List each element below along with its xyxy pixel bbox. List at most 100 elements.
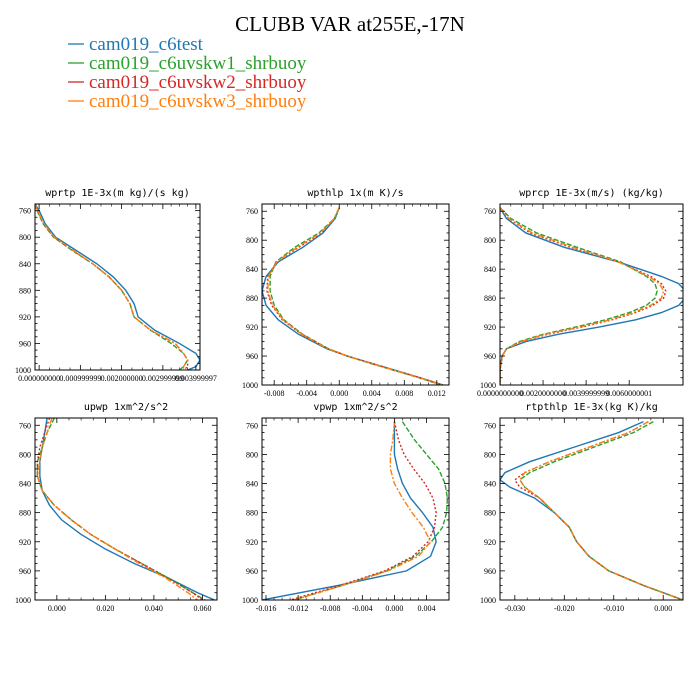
figure-title: CLUBB VAR at255E,-17N bbox=[235, 12, 465, 36]
y-tick-label: 840 bbox=[19, 260, 31, 269]
y-tick-label: 760 bbox=[484, 207, 496, 216]
x-tick-label: 0.002999999 bbox=[142, 374, 184, 383]
series-line-4 bbox=[293, 421, 432, 600]
panel-1: wprtp 1E-3x(m kg)/(s kg) 760 800 840 880 920 9… bbox=[15, 188, 217, 383]
legend-label: cam019_c6test bbox=[89, 34, 204, 55]
series-line-3 bbox=[513, 421, 683, 600]
series-line-1 bbox=[35, 204, 200, 370]
y-tick-label: 800 bbox=[19, 233, 31, 242]
y-tick-label: 760 bbox=[484, 421, 496, 430]
x-tick-label: -0.004 bbox=[352, 604, 373, 613]
series-line-3 bbox=[35, 204, 189, 370]
series-line-3 bbox=[36, 418, 203, 600]
x-tick-label: 0.000 bbox=[654, 604, 672, 613]
x-tick-label: -0.010 bbox=[603, 604, 624, 613]
x-tick-label: -0.030 bbox=[505, 604, 526, 613]
plot-frame bbox=[499, 203, 684, 386]
series-line-2 bbox=[36, 418, 206, 600]
plot-frame bbox=[261, 417, 450, 601]
x-tick-label: 0.003999997 bbox=[175, 374, 217, 383]
panel-5: vpwp 1xm^2/s^27608008408809209601000-0.0… bbox=[242, 402, 450, 613]
x-tick-label: 0.000999999 bbox=[59, 374, 101, 383]
y-tick-label: 880 bbox=[19, 286, 31, 295]
panel-4: upwp 1xm^2/s^2 760 800 840 880 920 960 1000 0.00… bbox=[15, 402, 218, 613]
y-tick-label: 960 bbox=[19, 339, 31, 348]
y-tick-label: 920 bbox=[484, 538, 496, 547]
plot-frame bbox=[499, 417, 684, 601]
y-tick-label: 1000 bbox=[242, 596, 258, 605]
y-tick-label: 840 bbox=[19, 480, 31, 489]
y-tick-label: 760 bbox=[19, 207, 31, 216]
y-tick-label: 800 bbox=[484, 236, 496, 245]
y-tick-label: 920 bbox=[484, 323, 496, 332]
y-tick-label: 800 bbox=[19, 450, 31, 459]
y-tick-label: 1000 bbox=[242, 381, 258, 390]
legend-label: cam019_c6uvskw3_shrbuoy bbox=[89, 91, 307, 112]
series-line-2 bbox=[500, 207, 658, 385]
panel-title: rtpthlp 1E-3x(kg K)/kg bbox=[525, 402, 657, 413]
y-tick-label: 880 bbox=[246, 509, 258, 518]
y-tick-label: 960 bbox=[484, 352, 496, 361]
y-tick-label: 1000 bbox=[480, 381, 496, 390]
x-tick-label: 0.020 bbox=[96, 604, 114, 613]
y-tick-label: 920 bbox=[246, 323, 258, 332]
panel-title: upwp 1xm^2/s^2 bbox=[84, 402, 168, 413]
x-tick-label: 0.040 bbox=[145, 604, 163, 613]
series-line-1 bbox=[500, 207, 683, 385]
panel-title: vpwp 1xm^2/s^2 bbox=[313, 402, 397, 413]
y-tick-label: 840 bbox=[246, 265, 258, 274]
series-line-4 bbox=[36, 418, 199, 600]
x-tick-label: -0.012 bbox=[288, 604, 309, 613]
y-tick-label: 760 bbox=[19, 421, 31, 430]
y-tick-label: 800 bbox=[246, 450, 258, 459]
y-tick-label: 880 bbox=[484, 294, 496, 303]
x-tick-label: -0.020 bbox=[554, 604, 575, 613]
panels: wprtp 1E-3x(m kg)/(s kg) 760 800 840 880 920 9… bbox=[15, 188, 684, 613]
panel-6: rtpthlp 1E-3x(kg K)/kg 760 800 840 880 920 960… bbox=[480, 402, 684, 613]
y-tick-label: 880 bbox=[484, 509, 496, 518]
y-tick-label: 840 bbox=[246, 480, 258, 489]
y-tick-label: 1000 bbox=[15, 366, 31, 375]
x-tick-label: 0.0039999999 bbox=[563, 389, 609, 398]
x-tick-label: 0.0000000000 bbox=[477, 389, 523, 398]
y-tick-label: 960 bbox=[19, 567, 31, 576]
panel-2: wpthlp 1x(m K)/s 760 800 840 880 920 960 1000 -0… bbox=[242, 188, 450, 398]
panel-title: wprtp 1E-3x(m kg)/(s kg) bbox=[45, 188, 190, 199]
x-tick-label: -0.004 bbox=[296, 389, 317, 398]
series-line-4 bbox=[500, 207, 665, 385]
series-line-2 bbox=[293, 421, 449, 600]
x-tick-label: 0.000 bbox=[330, 389, 348, 398]
x-tick-label: 0.002000000 bbox=[101, 374, 143, 383]
y-tick-label: 920 bbox=[19, 538, 31, 547]
plot-frame bbox=[34, 203, 201, 371]
x-tick-label: 0.0020000000 bbox=[520, 389, 566, 398]
x-tick-label: 0.004 bbox=[363, 389, 381, 398]
series-line-3 bbox=[500, 207, 667, 385]
series-line-4 bbox=[518, 421, 683, 600]
y-tick-label: 800 bbox=[246, 236, 258, 245]
series-line-2 bbox=[35, 204, 189, 370]
x-tick-label: 0.008 bbox=[395, 389, 413, 398]
y-tick-label: 880 bbox=[246, 294, 258, 303]
x-tick-label: 0.000 bbox=[48, 604, 66, 613]
y-tick-label: 840 bbox=[484, 480, 496, 489]
legend-label: cam019_c6uvskw2_shrbuoy bbox=[89, 72, 307, 93]
y-tick-label: 880 bbox=[19, 509, 31, 518]
panel-title: wpthlp 1x(m K)/s bbox=[307, 188, 403, 199]
x-tick-label: 0.012 bbox=[428, 389, 446, 398]
y-tick-label: 920 bbox=[19, 313, 31, 322]
x-tick-label: -0.008 bbox=[320, 604, 341, 613]
y-tick-label: 960 bbox=[484, 567, 496, 576]
series-line-3 bbox=[289, 421, 437, 600]
y-tick-label: 1000 bbox=[15, 596, 31, 605]
x-tick-label: 0.0060000001 bbox=[606, 389, 652, 398]
x-tick-label: -0.016 bbox=[256, 604, 277, 613]
series-line-1 bbox=[39, 418, 215, 600]
panel-title: wprcp 1E-3x(m/s) (kg/kg) bbox=[519, 188, 664, 199]
y-tick-label: 760 bbox=[246, 421, 258, 430]
legend: cam019_c6testcam019_c6uvskw1_shrbuoycam0… bbox=[68, 34, 307, 112]
y-tick-label: 800 bbox=[484, 450, 496, 459]
series-line-4 bbox=[266, 207, 443, 385]
y-tick-label: 1000 bbox=[480, 596, 496, 605]
